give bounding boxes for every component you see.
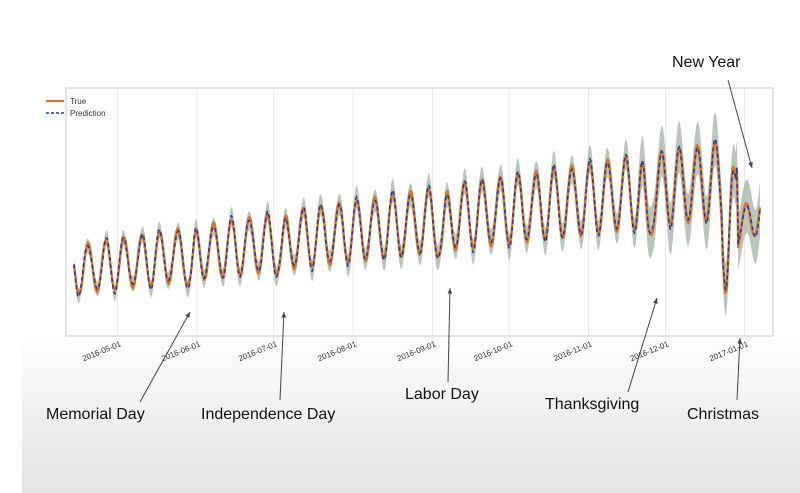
x-tick-label: 2016-09-01	[396, 339, 438, 363]
annotation-arrowhead	[737, 338, 743, 344]
annotation-arrowhead	[281, 312, 287, 318]
annotation-arrowhead	[447, 288, 453, 294]
annotation-arrow	[447, 287, 451, 383]
x-tick-label: 2016-11-01	[552, 339, 593, 363]
annotation-thanksgiving: Thanksgiving	[545, 396, 640, 413]
x-tick-label: 2016-06-01	[160, 339, 202, 363]
left-margin	[0, 0, 22, 493]
x-tick-label: 2016-05-01	[81, 339, 123, 363]
annotation-arrowhead	[653, 298, 658, 304]
legend: True Prediction	[46, 97, 106, 118]
annotation-arrow	[139, 311, 191, 403]
annotation-arrowhead	[185, 312, 190, 318]
x-tick-label: 2016-07-01	[237, 339, 279, 363]
x-tick-labels: 2016-05-01 2016-06-01 2016-07-01 2016-08-01…	[81, 339, 750, 363]
series-line-prediction	[73, 137, 761, 298]
annotation-new-year: New Year	[672, 54, 741, 71]
annotation-arrow	[727, 79, 753, 169]
annotation-arrow	[279, 311, 285, 401]
annotation-arrow	[627, 297, 658, 393]
annotation-arrowhead	[748, 162, 753, 168]
annotation-arrow	[736, 337, 741, 401]
annotation-arrows	[139, 79, 753, 403]
annotation-labor-day: Labor Day	[405, 386, 479, 403]
annotation-independence-day: Independence Day	[201, 406, 336, 423]
x-tick-label: 2016-10-01	[473, 339, 515, 363]
x-tick-label: 2016-08-01	[316, 339, 358, 363]
x-tick-label: 2017-01-01	[708, 339, 750, 363]
x-tick-label: 2016-12-01	[629, 339, 671, 363]
legend-label-prediction: Prediction	[70, 109, 106, 118]
legend-label-true: True	[70, 97, 87, 106]
annotation-christmas: Christmas	[687, 406, 760, 423]
annotation-memorial-day: Memorial Day	[46, 406, 145, 423]
